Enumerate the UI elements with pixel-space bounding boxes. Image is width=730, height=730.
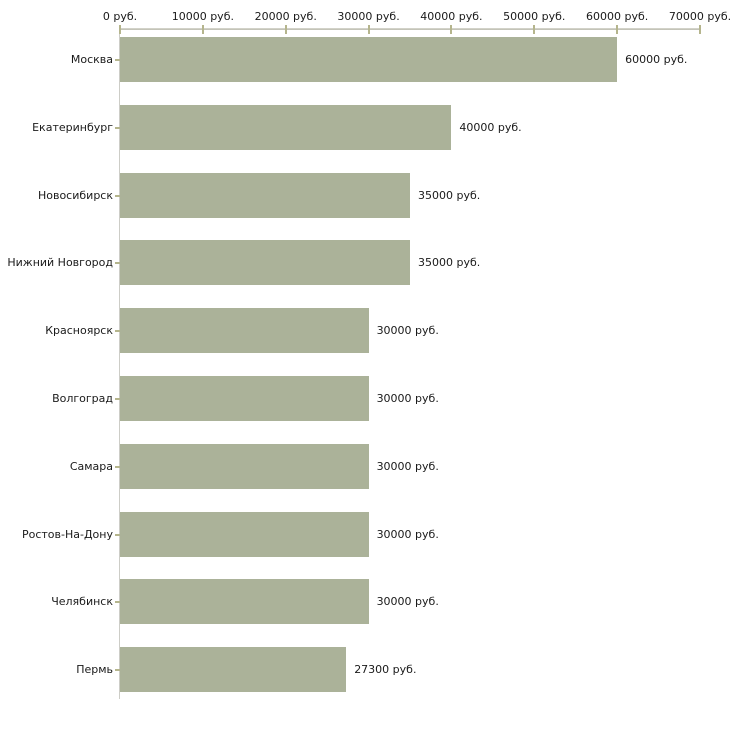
x-axis-line [120, 28, 701, 30]
plot-area: Москва 60000 руб. Екатеринбург 40000 руб… [7, 30, 700, 700]
bar [120, 647, 347, 693]
bar-row: Нижний Новгород 35000 руб. [7, 240, 700, 286]
bar-row: Москва 60000 руб. [71, 37, 700, 82]
x-axis-tick-label: 20000 руб. [254, 10, 317, 23]
x-axis-tick-mark [201, 25, 204, 34]
category-label: Волгоград [52, 392, 113, 405]
value-label: 30000 руб. [376, 459, 439, 473]
x-axis-tick-label: 50000 руб. [503, 10, 566, 23]
value-label: 27300 руб. [354, 663, 417, 677]
value-label: 40000 руб. [459, 120, 522, 134]
category-tick-mark [115, 669, 120, 672]
x-axis-tick-mark [450, 25, 453, 34]
bar-row: Челябинск 30000 руб. [51, 579, 700, 625]
category-tick-mark [115, 262, 120, 265]
bar [120, 104, 452, 150]
value-label: 30000 руб. [376, 595, 439, 609]
x-axis-tick-label: 40000 руб. [420, 10, 483, 23]
category-tick-mark [115, 330, 120, 333]
x-axis-tick-label: 70000 руб. [668, 10, 730, 23]
x-axis-tick-label: 10000 руб. [171, 10, 234, 23]
x-axis-tick-label: 60000 руб. [586, 10, 649, 23]
bar-row: Новосибирск 35000 руб. [38, 172, 700, 218]
category-label: Красноярск [45, 324, 113, 338]
x-axis-tick-mark [699, 25, 701, 34]
x-axis: 0 руб. 10000 руб. 20000 руб. 30000 руб. … [103, 0, 730, 34]
category-tick-mark [115, 465, 120, 468]
category-label: Нижний Новгород [7, 256, 113, 270]
x-axis-tick-mark [533, 25, 536, 34]
bar-row: Красноярск 30000 руб. [45, 308, 700, 354]
bar [120, 376, 369, 421]
x-axis-tick-mark [367, 25, 370, 34]
category-tick-mark [115, 533, 120, 536]
value-label: 35000 руб. [418, 256, 481, 270]
category-tick-mark [115, 126, 120, 129]
bar-row: Самара 30000 руб. [70, 443, 700, 489]
x-axis-tick-label: 0 руб. [102, 10, 138, 23]
bar [120, 511, 369, 557]
category-tick-mark [115, 601, 120, 604]
bar [120, 172, 410, 218]
bar-row: Екатеринбург 40000 руб. [32, 104, 700, 150]
x-axis-tick-mark [119, 25, 121, 34]
x-axis-tick-label: 30000 руб. [337, 10, 400, 23]
bar [120, 443, 369, 489]
category-label: Екатеринбург [32, 120, 113, 134]
category-tick-mark [115, 398, 120, 400]
bar-row: Волгоград 30000 руб. [52, 376, 700, 421]
category-tick-mark [115, 59, 120, 61]
category-tick-mark [115, 194, 120, 197]
bar-row: Пермь 27300 руб. [76, 647, 700, 693]
bar [120, 240, 410, 286]
value-label: 60000 руб. [625, 53, 688, 66]
bar [120, 579, 369, 625]
category-label: Москва [70, 53, 113, 66]
value-label: 30000 руб. [376, 324, 439, 338]
value-label: 35000 руб. [418, 188, 481, 202]
y-axis-line [119, 30, 120, 699]
value-label: 30000 руб. [376, 392, 439, 405]
bar-row: Ростов-На-Дону 30000 руб. [22, 511, 700, 557]
x-axis-tick-mark [284, 25, 287, 34]
category-label: Пермь [76, 663, 113, 677]
bar [120, 308, 369, 354]
category-label: Самара [69, 459, 113, 473]
category-label: Челябинск [51, 595, 113, 609]
category-label: Новосибирск [37, 188, 113, 202]
category-label: Ростов-На-Дону [21, 527, 113, 541]
bar [120, 37, 618, 82]
x-axis-tick-mark [616, 25, 619, 34]
value-label: 30000 руб. [376, 527, 439, 541]
